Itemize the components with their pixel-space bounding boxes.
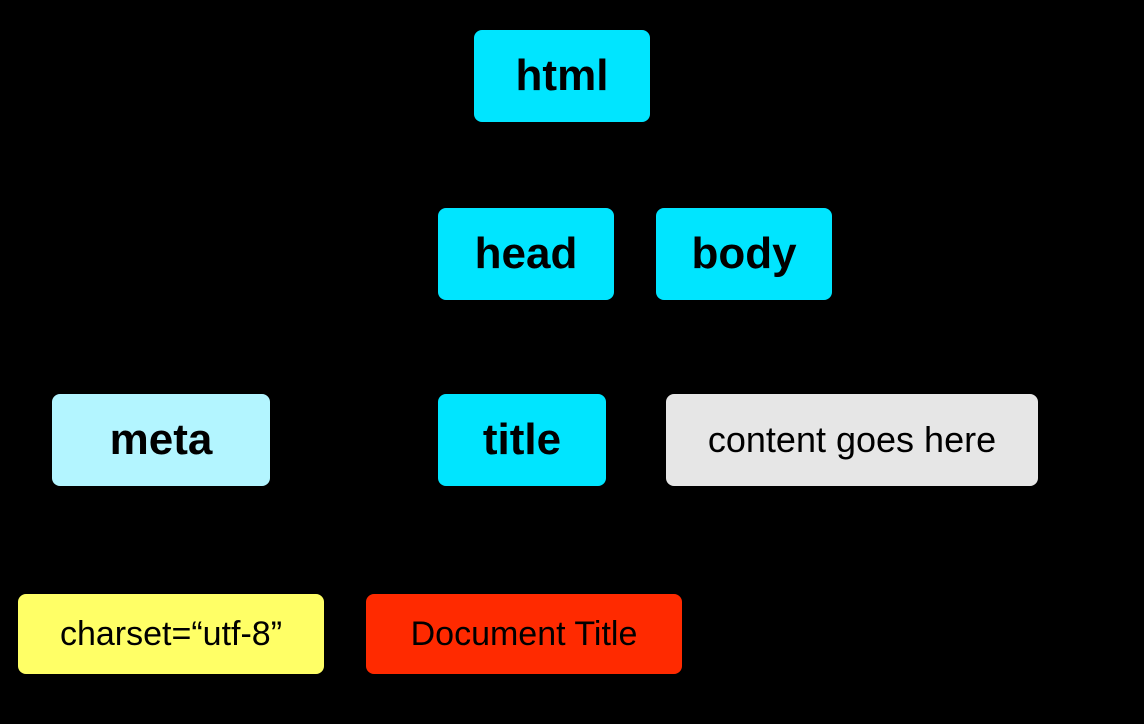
- node-body-label: body: [691, 229, 796, 279]
- edge-title-doctitle: [522, 486, 524, 594]
- node-content: content goes here: [666, 394, 1038, 486]
- node-meta-label: meta: [110, 415, 213, 465]
- edge-meta-charset: [161, 486, 171, 594]
- node-html: html: [474, 30, 650, 122]
- node-meta: meta: [52, 394, 270, 486]
- edge-head-meta: [161, 300, 526, 394]
- node-title-label: title: [483, 415, 561, 465]
- node-head-label: head: [475, 229, 578, 279]
- node-doctitle: Document Title: [366, 594, 682, 674]
- node-title: title: [438, 394, 606, 486]
- node-body: body: [656, 208, 832, 300]
- edge-html-head: [526, 122, 562, 208]
- node-content-label: content goes here: [708, 419, 996, 461]
- edge-body-content: [744, 300, 852, 394]
- edge-head-title: [522, 300, 526, 394]
- edge-html-body: [562, 122, 744, 208]
- node-charset-label: charset=“utf-8”: [60, 615, 282, 654]
- node-head: head: [438, 208, 614, 300]
- node-charset: charset=“utf-8”: [18, 594, 324, 674]
- node-html-label: html: [516, 51, 609, 101]
- dom-tree-diagram: html head body meta title content goes h…: [0, 0, 1144, 724]
- node-doctitle-label: Document Title: [411, 615, 638, 654]
